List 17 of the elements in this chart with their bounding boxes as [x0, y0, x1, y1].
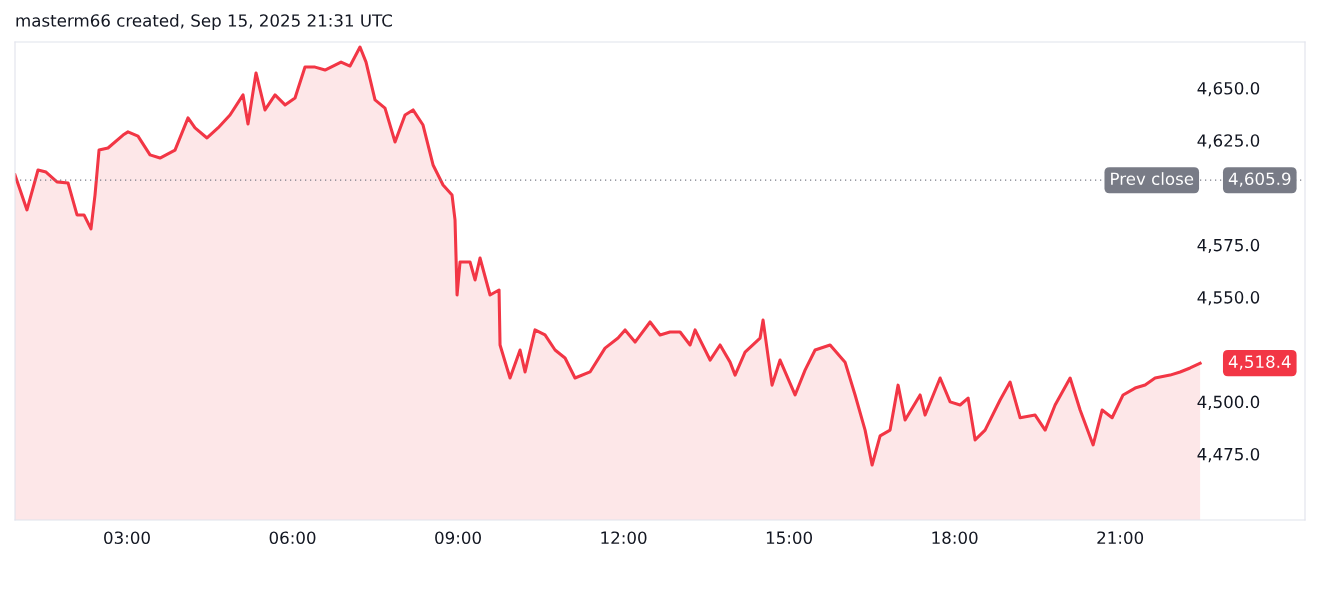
x-tick-label: 12:00	[601, 531, 647, 545]
x-tick-label: 15:00	[766, 531, 813, 545]
ref-line-label: Prev close	[1111, 172, 1194, 186]
x-tick-label: 06:00	[269, 531, 316, 545]
x-tick-label: 21:00	[1097, 531, 1144, 545]
y-tick-label: 4,625.0	[1197, 134, 1260, 149]
chart-title: masterm66 created, Sep 15, 2025 21:31 UTC	[16, 13, 392, 31]
y-tick-label: 4,550.0	[1197, 291, 1260, 306]
x-tick-label: 09:00	[435, 531, 481, 545]
annotation: 4,605.9	[1228, 172, 1291, 187]
y-tick-label: 4,500.0	[1197, 395, 1260, 410]
x-tick-label: 03:00	[104, 531, 150, 545]
y-tick-label: 4,575.0	[1197, 238, 1260, 254]
y-tick-label: 4,475.0	[1197, 447, 1260, 463]
y-tick-label: 4,650.0	[1197, 81, 1260, 97]
x-tick-label: 18:00	[932, 531, 978, 545]
annotation: 4,518.4	[1228, 355, 1291, 370]
